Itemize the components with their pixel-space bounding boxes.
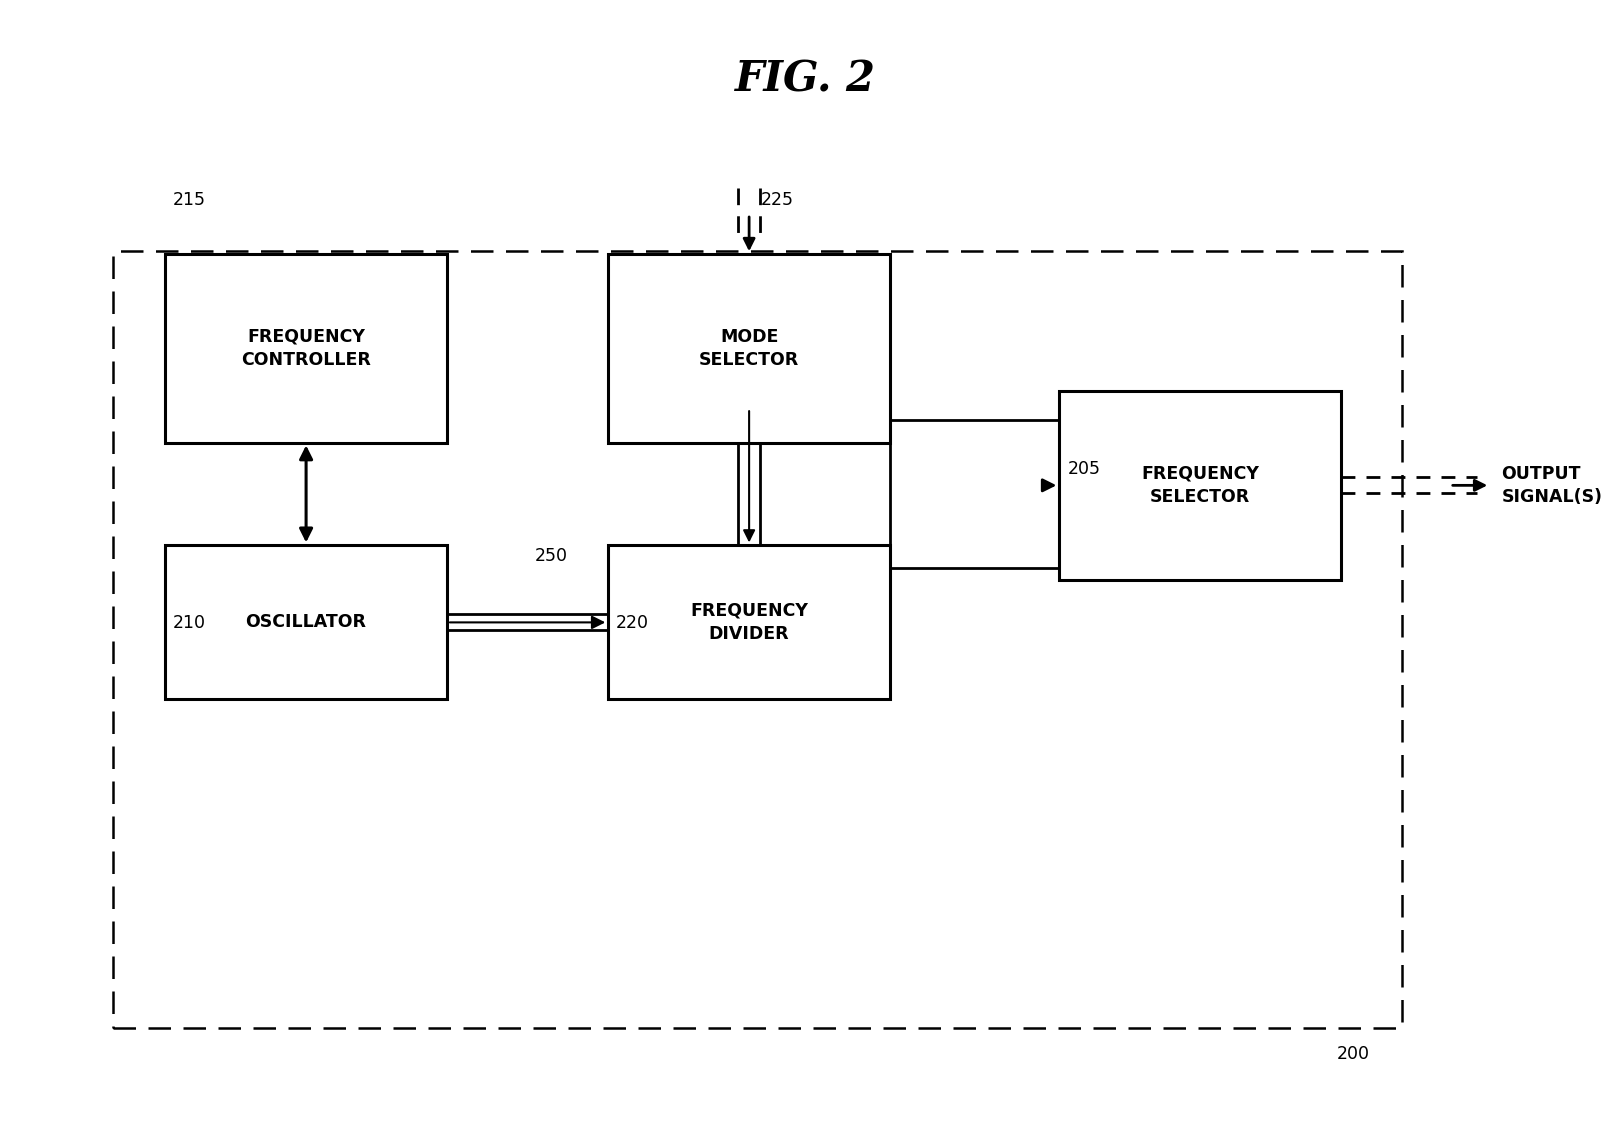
Bar [166,546,448,699]
Text: 220: 220 [617,614,649,632]
Text: FREQUENCY
DIVIDER: FREQUENCY DIVIDER [690,602,809,643]
Text: 200: 200 [1337,1045,1369,1063]
Text: 210: 210 [174,614,206,632]
Bar [166,255,448,443]
Text: OSCILLATOR: OSCILLATOR [245,613,367,632]
Text: FIG. 2: FIG. 2 [735,59,876,100]
Text: 225: 225 [762,191,794,209]
Bar [113,251,1402,1028]
Text: FREQUENCY
CONTROLLER: FREQUENCY CONTROLLER [242,328,371,369]
Text: 205: 205 [1066,460,1100,477]
Bar [609,255,891,443]
Text: 250: 250 [535,547,567,565]
Text: FREQUENCY
SELECTOR: FREQUENCY SELECTOR [1141,465,1260,506]
Text: OUTPUT
SIGNAL(S): OUTPUT SIGNAL(S) [1501,465,1603,506]
Text: MODE
SELECTOR: MODE SELECTOR [699,328,799,369]
Bar [609,546,891,699]
Text: 215: 215 [174,191,206,209]
Bar [1058,391,1340,580]
